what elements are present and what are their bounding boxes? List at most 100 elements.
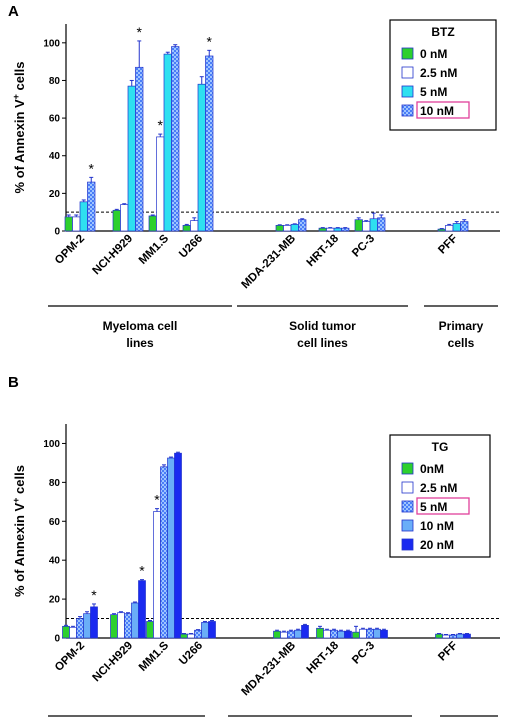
- bar-mm1-s-20-nm: [174, 452, 182, 639]
- bar-mda-231-mb-20-nm: [301, 625, 309, 639]
- y-tick-label: 20: [49, 595, 61, 606]
- group-label: Myeloma cell: [103, 319, 178, 333]
- group-label: cells: [448, 336, 475, 350]
- bar-hrt-18-2-5-nm: [323, 629, 331, 639]
- significance-star: *: [158, 117, 164, 133]
- panel-b-chart: B % of Annexin V+ cells 0 20 40 60 80 100 * OPM-2…: [8, 374, 500, 717]
- panel-letter: B: [8, 374, 19, 391]
- y-tick-label: 40: [49, 556, 61, 567]
- bar-mda-231-mb-10-nm: [294, 629, 302, 639]
- group-label: cell lines: [297, 336, 348, 350]
- bar-nci-h929-10-nm: [131, 602, 139, 639]
- legend-swatch: [401, 481, 414, 494]
- legend-label: 5 nM: [420, 85, 447, 99]
- y-tick-label: 20: [49, 189, 61, 200]
- legend-highlight-box: [416, 101, 470, 119]
- bar-nci-h929-5-nm: [124, 613, 132, 639]
- legend-label: 2.5 nM: [420, 481, 457, 495]
- bar-pff-20-nm: [463, 633, 471, 639]
- significance-star: *: [207, 33, 213, 49]
- bar-pff-0nm: [435, 633, 443, 639]
- bar-mm1-s-10-nm: [171, 46, 180, 232]
- bar-pff-5-nm: [449, 634, 457, 639]
- group-label: Solid tumor: [289, 319, 356, 333]
- bar-mm1-s-5-nm: [163, 53, 172, 232]
- bar-u266-10-nm: [205, 55, 214, 232]
- group-label: Primary: [439, 319, 484, 333]
- legend-swatch: [401, 519, 414, 532]
- x-tick-label: PC-3: [350, 640, 377, 667]
- bar-opm-2-2-5-nm: [69, 626, 77, 639]
- panel-letter: A: [8, 3, 19, 20]
- x-tick-label: OPM-2: [53, 233, 87, 267]
- bar-opm-2-10-nm: [87, 181, 96, 232]
- bar-hrt-18-10-nm: [341, 227, 350, 232]
- legend-swatch: [401, 462, 414, 475]
- bar-pc-3-10-nm: [373, 628, 381, 639]
- bar-mda-231-mb-2-5-nm: [280, 631, 288, 639]
- significance-star: *: [89, 160, 95, 176]
- bar-pc-3-2-5-nm: [359, 628, 367, 639]
- bar-mda-231-mb-5-nm: [287, 630, 295, 639]
- legend-label: 5 nM: [420, 500, 447, 514]
- legend-label: 10 nM: [420, 104, 454, 118]
- y-axis-label: % of Annexin V+ cells: [11, 62, 27, 194]
- bar-u266-20-nm: [208, 621, 216, 639]
- x-tick-label: HRT-18: [305, 639, 342, 676]
- y-tick-label: 100: [43, 439, 60, 450]
- y-tick-label: 80: [49, 76, 61, 87]
- x-tick-label: HRT-18: [305, 232, 342, 269]
- bar-pc-3-2-5-nm: [362, 221, 371, 232]
- legend-highlight-box: [416, 497, 470, 515]
- bar-mm1-s-5-nm: [160, 466, 168, 639]
- bar-mm1-s-0nm: [146, 621, 154, 639]
- bar-nci-h929-0nm: [110, 614, 118, 639]
- y-tick-label: 80: [49, 478, 61, 489]
- significance-star: *: [91, 587, 97, 603]
- bar-u266-5-nm: [197, 83, 206, 232]
- bar-mm1-s-10-nm: [167, 457, 175, 639]
- bar-hrt-18-0nm: [316, 627, 324, 639]
- x-tick-label: MDA-231-MB: [239, 640, 298, 699]
- bar-opm-2-0nm: [62, 625, 70, 639]
- significance-star: *: [137, 24, 143, 40]
- bar-pc-3-5-nm: [369, 218, 378, 232]
- bar-opm-2-5-nm: [76, 618, 84, 639]
- bar-mda-231-mb-5-nm: [290, 224, 299, 232]
- y-tick-label: 100: [43, 38, 60, 49]
- legend-swatch: [401, 66, 414, 79]
- bar-pc-3-20-nm: [380, 629, 388, 639]
- bar-pff-2-5-nm: [445, 225, 454, 232]
- bar-u266-0-nm: [182, 225, 191, 232]
- x-tick-label: U266: [177, 233, 205, 261]
- bar-mda-231-mb-0nm: [273, 630, 281, 639]
- legend-swatch: [401, 104, 414, 117]
- bar-nci-h929-2-5-nm: [117, 612, 125, 639]
- bar-pff-10-nm: [456, 633, 464, 639]
- x-tick-label: MM1.S: [137, 639, 171, 673]
- legend-swatch: [401, 85, 414, 98]
- y-tick-label: 60: [49, 114, 61, 125]
- bar-opm-2-0-nm: [64, 216, 73, 232]
- y-tick-label: 40: [49, 151, 61, 162]
- bar-nci-h929-20-nm: [138, 580, 146, 639]
- x-tick-label: NCI-H929: [90, 233, 135, 278]
- bar-hrt-18-10-nm: [337, 630, 345, 639]
- x-tick-label: PFF: [436, 640, 460, 664]
- bar-u266-2-5-nm: [190, 220, 199, 232]
- bar-pc-3-5-nm: [366, 628, 374, 639]
- x-tick-label: PC-3: [350, 233, 377, 260]
- bar-mda-231-mb-10-nm: [298, 219, 307, 232]
- x-tick-label: NCI-H929: [90, 640, 135, 685]
- bar-pff-10-nm: [460, 221, 469, 232]
- bar-u266-0nm: [180, 633, 188, 639]
- significance-star: *: [154, 492, 160, 508]
- bar-hrt-18-5-nm: [333, 227, 342, 232]
- group-label: lines: [126, 336, 154, 350]
- bar-pc-3-10-nm: [377, 217, 386, 232]
- bar-u266-5-nm: [194, 629, 202, 639]
- bar-opm-2-10-nm: [83, 613, 91, 639]
- panel-a-chart: A % of Annexin V+ cells 0 20 40 60 80 100 * OPM-2…: [8, 3, 500, 350]
- bar-nci-h929-0-nm: [112, 209, 121, 232]
